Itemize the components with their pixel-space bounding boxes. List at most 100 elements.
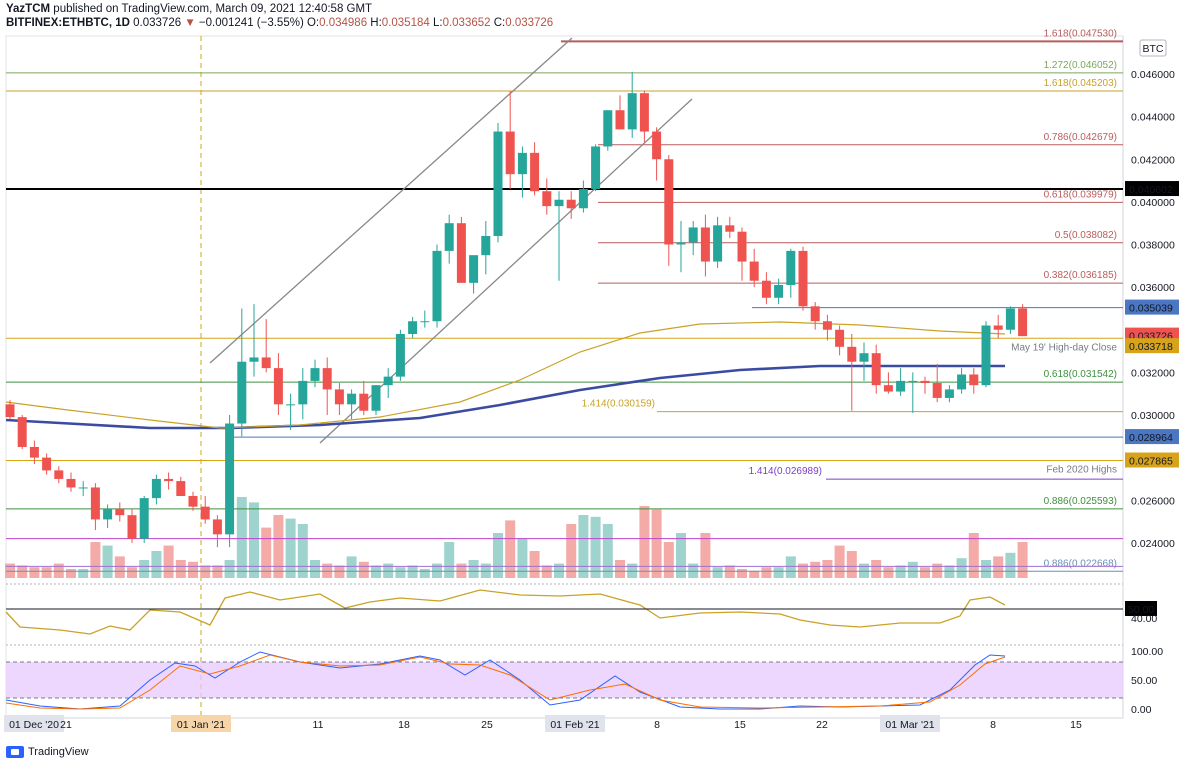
rsi-band — [6, 662, 1123, 698]
candle-body — [115, 508, 125, 516]
candle-body — [908, 380, 918, 382]
volume-bar — [993, 556, 1004, 578]
candle-body — [810, 306, 820, 322]
candle-body — [615, 110, 625, 130]
brand-label: TradingView — [28, 746, 89, 758]
volume-bar — [956, 558, 967, 578]
y-tick-label: 0.044000 — [1131, 112, 1175, 124]
volume-bar — [907, 561, 918, 578]
candle-body — [188, 495, 198, 507]
volume-bar — [444, 542, 455, 578]
y-tick-label: 0.026000 — [1131, 495, 1175, 507]
volume-bar — [517, 538, 528, 578]
candle-body — [261, 357, 271, 369]
candle-body — [542, 191, 552, 207]
x-tick-label: 25 — [481, 719, 493, 731]
candle-body — [310, 368, 320, 381]
publish-line: YazTCM published on TradingView.com, Mar… — [6, 3, 372, 15]
low-value: 0.033652 — [442, 17, 491, 29]
price-change: −0.001241 (−3.55%) — [198, 17, 304, 29]
candle-body — [164, 478, 174, 482]
volume-bar — [615, 560, 625, 578]
tradingview-logo-icon — [6, 746, 24, 758]
level-annotation: Feb 2020 Highs — [1046, 465, 1117, 476]
candle-body — [66, 478, 76, 488]
rsi-axis-label: 100.00 — [1131, 646, 1163, 658]
y-tick-label: 0.024000 — [1131, 538, 1175, 550]
rsi-axis-label: 50.00 — [1131, 675, 1157, 687]
volume-bar — [29, 567, 40, 578]
currency-badge-label: BTC — [1143, 43, 1164, 55]
volume-bar — [224, 560, 235, 578]
candle-body — [469, 255, 479, 283]
volume-bar — [749, 570, 760, 578]
fib-level-label: 0.382(0.036185) — [1044, 270, 1117, 281]
x-tick-label: 15 — [734, 719, 746, 731]
currency-badge[interactable] — [1139, 39, 1167, 57]
candle-body — [517, 152, 527, 175]
volume-bar — [663, 542, 674, 578]
volume-bar — [297, 524, 308, 578]
volume-bar — [139, 560, 150, 578]
candle-body — [871, 353, 881, 386]
candle-body — [444, 223, 454, 251]
volume-bar — [66, 569, 76, 578]
volume-bar — [285, 518, 296, 578]
y-tick-label: 0.036000 — [1131, 282, 1175, 294]
candle-body — [286, 404, 296, 406]
high-label: H: — [370, 17, 382, 29]
ma-100-line — [5, 321, 1006, 429]
candle-body — [883, 385, 893, 392]
publisher-name: YazTCM — [6, 3, 51, 15]
candle-body — [774, 284, 784, 298]
candle-body — [847, 346, 857, 362]
candle-body — [225, 423, 235, 535]
volume-bar — [151, 551, 162, 578]
fib-level-label: 0.786(0.042679) — [1044, 132, 1117, 143]
adx-axis-label: 40.00 — [1131, 613, 1157, 625]
candle-body — [249, 357, 259, 362]
rsi-axis-label: 0.00 — [1131, 704, 1152, 716]
fib-level-label: 0.618(0.039979) — [1044, 189, 1117, 200]
volume-bar — [737, 569, 747, 578]
candle-body — [639, 93, 649, 132]
high-value: 0.035184 — [381, 17, 430, 29]
candle-body — [652, 131, 662, 160]
candle-body — [798, 250, 808, 307]
candle-body — [90, 487, 100, 520]
channel-upper-line[interactable] — [209, 37, 573, 364]
candle-body — [993, 325, 1003, 330]
ma-200-line — [5, 364, 1005, 430]
volume-bar — [236, 497, 247, 578]
channel-lower-line[interactable] — [319, 98, 693, 444]
volume-bar — [41, 567, 52, 578]
candle-body — [127, 515, 137, 539]
price-tag-label: 0.040602 — [1129, 184, 1173, 196]
volume-bar — [834, 545, 845, 578]
candle-body — [1018, 308, 1028, 337]
symbol-label[interactable]: BITFINEX:ETHBTC, 1D — [6, 17, 130, 29]
x-tick-label: 01 Dec '20 — [9, 719, 59, 731]
candle-body — [5, 404, 15, 418]
fib-level-label: 1.414(0.026989) — [749, 466, 822, 477]
volume-bar — [261, 527, 272, 578]
volume-bar — [810, 561, 821, 578]
price-tag — [1125, 429, 1179, 445]
fib-level-label: 1.272(0.046052) — [1044, 60, 1117, 71]
volume-bar — [566, 524, 577, 578]
candle-body — [859, 353, 869, 362]
x-tick-label: 15 — [1070, 719, 1082, 731]
candle-body — [932, 383, 942, 398]
candle-body — [603, 110, 613, 147]
time-tag — [880, 715, 940, 732]
volume-bar — [883, 567, 894, 578]
close-value: 0.033726 — [505, 17, 554, 29]
candle-body — [566, 199, 576, 209]
candle-body — [139, 498, 149, 539]
volume-bar — [114, 556, 125, 578]
candle-body — [273, 368, 283, 405]
volume-bar — [90, 542, 101, 578]
volume-bar — [163, 545, 174, 578]
volume-bar — [590, 516, 601, 578]
